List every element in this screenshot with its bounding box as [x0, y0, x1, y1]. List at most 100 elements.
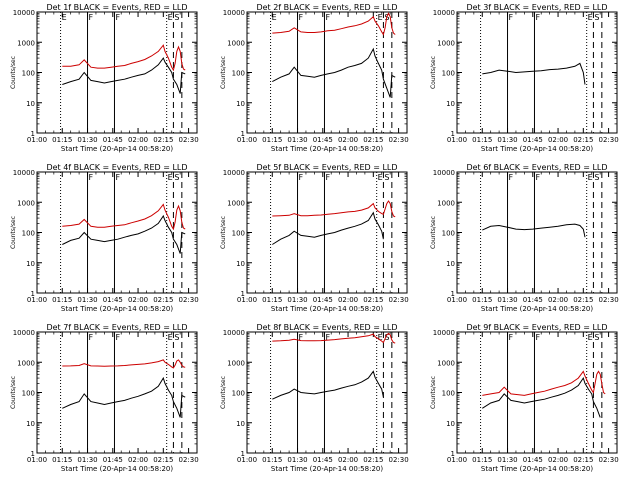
x-axis-label: Start Time (20-Apr-14 00:58:20): [61, 145, 173, 153]
marker-label: S: [384, 173, 389, 182]
x-tick-label: 02:15: [153, 296, 173, 304]
y-tick-label: 100: [442, 390, 455, 398]
x-axis-label: Start Time (20-Apr-14 00:58:20): [271, 305, 383, 313]
x-axis-label: Start Time (20-Apr-14 00:58:20): [271, 145, 383, 153]
x-tick-label: 01:45: [313, 456, 333, 464]
x-axis-label: Start Time (20-Apr-14 00:58:20): [481, 305, 593, 313]
x-tick-label: 02:30: [388, 296, 408, 304]
y-tick-label: 10000: [223, 169, 245, 177]
marker-label: S: [174, 13, 179, 22]
series-red: [272, 12, 396, 36]
y-tick-label: 10: [446, 420, 455, 428]
x-tick-label: 02:15: [363, 456, 383, 464]
marker-label: F: [325, 333, 330, 342]
marker-label: E: [588, 173, 593, 182]
x-tick-label: 02:15: [363, 136, 383, 144]
x-tick-label: 01:45: [103, 136, 123, 144]
x-tick-label: 02:15: [363, 296, 383, 304]
x-tick-label: 01:30: [287, 136, 307, 144]
marker-label: E: [588, 333, 593, 342]
marker-label: S: [174, 333, 179, 342]
x-tick-label: 01:00: [27, 136, 47, 144]
x-tick-label: 02:00: [548, 456, 568, 464]
y-tick-label: 10: [236, 100, 245, 108]
x-tick-label: 01:30: [497, 296, 517, 304]
x-tick-label: 01:00: [447, 136, 467, 144]
x-tick-label: 02:00: [338, 456, 358, 464]
marker-label: F: [535, 333, 540, 342]
y-tick-label: 1: [241, 290, 245, 298]
marker-label: F: [325, 13, 330, 22]
chart-title: Det 1f BLACK = Events, RED = LLD: [46, 3, 187, 12]
y-tick-label: 100: [22, 230, 35, 238]
marker-label: E: [378, 173, 383, 182]
x-tick-label: 02:00: [128, 456, 148, 464]
series-red: [272, 332, 396, 344]
x-tick-label: 01:15: [262, 296, 282, 304]
y-tick-label: 1: [31, 290, 35, 298]
x-tick-label: 02:15: [573, 296, 593, 304]
marker-label: F: [299, 13, 304, 22]
y-axis-label: Counts/sec: [430, 376, 437, 409]
y-tick-label: 10: [236, 260, 245, 268]
x-tick-label: 01:15: [262, 136, 282, 144]
y-tick-label: 10: [236, 420, 245, 428]
panel-2: Det 2f BLACK = Events, RED = LLD 1 10 100 10…: [220, 3, 409, 153]
marker-label: S: [594, 13, 599, 22]
y-axis-label: Counts/sec: [10, 216, 17, 249]
y-tick-label: 10000: [223, 9, 245, 17]
marker-label: E: [62, 13, 67, 22]
x-tick-label: 02:30: [178, 136, 198, 144]
x-tick-label: 01:15: [472, 136, 492, 144]
x-tick-label: 01:00: [27, 296, 47, 304]
chart-title: Det 7f BLACK = Events, RED = LLD: [46, 323, 187, 332]
x-tick-label: 02:00: [548, 136, 568, 144]
y-axis-label: Counts/sec: [10, 376, 17, 409]
marker-label: F: [299, 173, 304, 182]
marker-label: E: [272, 13, 277, 22]
panel-9: Det 9f BLACK = Events, RED = LLD 1 10 100 10…: [430, 323, 619, 473]
marker-label: E: [378, 333, 383, 342]
y-tick-label: 10000: [433, 329, 455, 337]
marker-label: F: [115, 173, 120, 182]
marker-label: E: [168, 13, 173, 22]
y-tick-label: 1: [451, 130, 455, 138]
y-tick-label: 10: [26, 260, 35, 268]
x-tick-label: 02:00: [128, 136, 148, 144]
marker-label: E: [168, 333, 173, 342]
marker-label: F: [509, 173, 514, 182]
marker-label: S: [384, 333, 389, 342]
series-black: [482, 223, 586, 238]
x-tick-label: 02:00: [338, 296, 358, 304]
series-black: [62, 214, 186, 254]
series-red: [62, 44, 186, 72]
x-tick-label: 01:45: [103, 456, 123, 464]
x-tick-label: 02:30: [598, 296, 618, 304]
marker-label: S: [174, 173, 179, 182]
x-axis-label: Start Time (20-Apr-14 00:58:20): [271, 465, 383, 473]
y-tick-label: 10000: [13, 329, 35, 337]
y-tick-label: 1000: [17, 39, 35, 47]
x-tick-label: 02:00: [548, 296, 568, 304]
panel-5: Det 5f BLACK = Events, RED = LLD 1 10 100 10…: [220, 163, 409, 313]
y-tick-label: 1000: [17, 199, 35, 207]
y-tick-label: 100: [442, 230, 455, 238]
marker-label: F: [535, 13, 540, 22]
x-tick-label: 01:30: [287, 296, 307, 304]
y-tick-label: 1000: [437, 199, 455, 207]
x-tick-label: 02:30: [598, 456, 618, 464]
x-tick-label: 02:30: [598, 136, 618, 144]
series-red: [482, 370, 606, 396]
x-tick-label: 01:00: [447, 456, 467, 464]
y-tick-label: 10000: [13, 169, 35, 177]
y-tick-label: 10: [26, 420, 35, 428]
x-tick-label: 01:15: [52, 136, 72, 144]
y-tick-label: 1: [31, 450, 35, 458]
x-tick-label: 01:30: [77, 296, 97, 304]
y-tick-label: 100: [22, 70, 35, 78]
x-tick-label: 01:00: [27, 456, 47, 464]
x-tick-label: 02:00: [128, 296, 148, 304]
x-tick-label: 01:45: [523, 136, 543, 144]
marker-label: E: [168, 173, 173, 182]
